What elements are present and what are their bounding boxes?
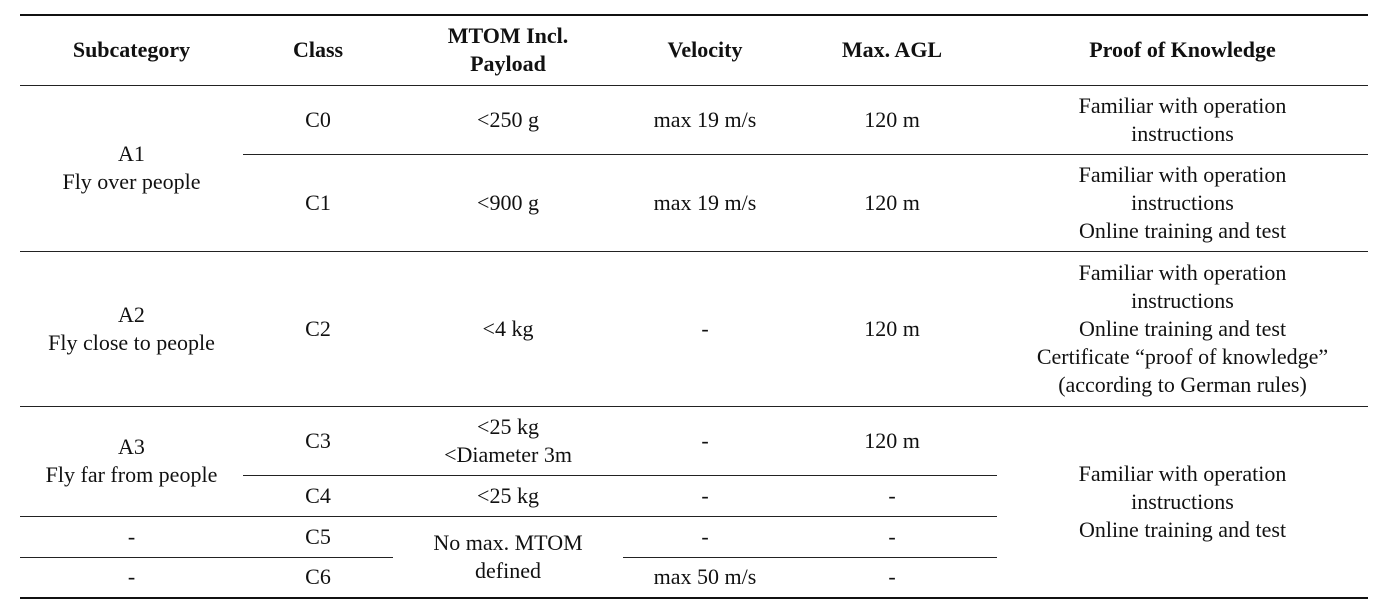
- cell-velocity: -: [623, 475, 787, 517]
- cell-subcategory-a1: A1 Fly over people: [20, 85, 243, 252]
- cell-max-agl: 120 m: [787, 154, 997, 252]
- cell-mtom: <25 kg: [393, 475, 623, 517]
- cell-mtom: <250 g: [393, 85, 623, 155]
- table-row: A3 Fly far from people C3 <25 kg <Diamet…: [20, 406, 1368, 599]
- cell-proof: Familiar with operation instructions: [997, 85, 1368, 155]
- cell-class: C2: [305, 315, 331, 341]
- cell-subcategory: -: [127, 564, 136, 590]
- cell-mtom-c5-c6: No max. MTOM defined: [393, 516, 623, 599]
- cell-velocity: max 50 m/s: [653, 564, 757, 590]
- table-container: Subcategory Class MTOM Incl. Payload Vel…: [20, 14, 1368, 599]
- cell-velocity: max 19 m/s: [623, 154, 787, 252]
- cell-max-agl: 120 m: [864, 315, 920, 341]
- cell-max-agl: -: [888, 564, 896, 590]
- table-row: - C5 No max. MTOM defined - -: [20, 516, 1368, 599]
- cell-max-agl: -: [787, 475, 997, 517]
- cell-class: C0: [243, 85, 393, 155]
- cell-subcategory-a2: A2 Fly close to people: [48, 301, 215, 355]
- table-row: A1 Fly over people C0 <250 g max 19 m/s …: [20, 85, 1368, 252]
- cell-class: C4: [243, 475, 393, 517]
- cell-velocity: -: [623, 406, 787, 476]
- cell-proof: Familiar with operation instructions Onl…: [1036, 259, 1329, 397]
- cell-class: C5: [243, 516, 393, 558]
- header-subcategory: Subcategory: [72, 37, 191, 63]
- cell-velocity: max 19 m/s: [623, 85, 787, 155]
- cell-max-agl: -: [787, 516, 997, 558]
- cell-velocity: -: [623, 516, 787, 558]
- table-row: C1 <900 g max 19 m/s 120 m Familiar with…: [20, 154, 1368, 252]
- header-proof-of-knowledge: Proof of Knowledge: [1089, 37, 1276, 63]
- header-row: Subcategory Class MTOM Incl. Payload Vel…: [20, 15, 1368, 85]
- cell-velocity: -: [701, 315, 709, 341]
- drone-classes-table: Subcategory Class MTOM Incl. Payload Vel…: [20, 14, 1368, 599]
- cell-proof: Familiar with operation instructions Onl…: [997, 154, 1368, 252]
- cell-mtom: <4 kg: [482, 315, 534, 341]
- header-mtom: MTOM Incl. Payload: [447, 23, 569, 77]
- table-row: - C6 max 50 m/s -: [20, 557, 1368, 598]
- header-max-agl: Max. AGL: [841, 37, 943, 63]
- cell-class: C3: [243, 406, 393, 476]
- cell-subcategory: -: [20, 516, 243, 558]
- cell-mtom: <900 g: [393, 154, 623, 252]
- table-row: C4 <25 kg - -: [20, 475, 1368, 517]
- cell-proof-a3-group: Familiar with operation instructions Onl…: [997, 406, 1368, 599]
- cell-mtom: <25 kg <Diameter 3m: [393, 406, 623, 476]
- cell-class: C1: [243, 154, 393, 252]
- cell-max-agl: 120 m: [787, 85, 997, 155]
- cell-subcategory-a3: A3 Fly far from people: [20, 406, 243, 517]
- cell-max-agl: 120 m: [787, 406, 997, 476]
- header-velocity: Velocity: [667, 37, 743, 63]
- cell-class: C6: [305, 564, 331, 590]
- header-class: Class: [292, 37, 344, 63]
- table-row: A2 Fly close to people C2 <4 kg - 120 m …: [20, 251, 1368, 406]
